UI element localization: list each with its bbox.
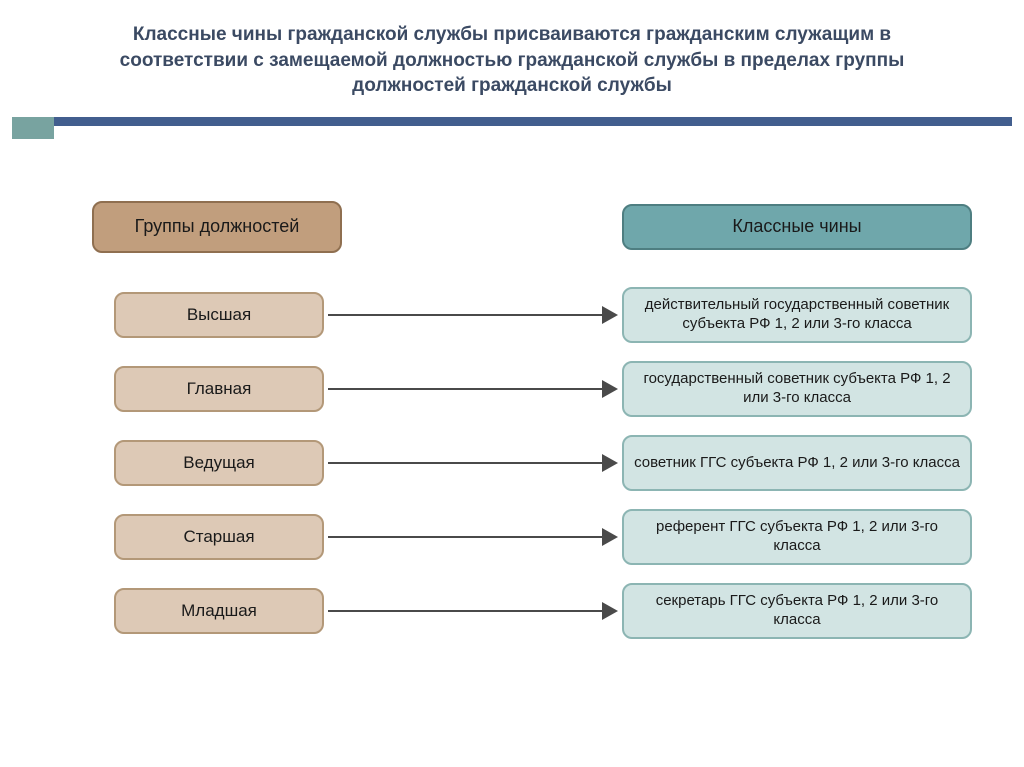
title-text: Классные чины гражданской службы присваи… [102,22,922,99]
rank-box: референт ГГС субъекта РФ 1, 2 или 3-го к… [622,509,972,565]
rank-label: секретарь ГГС субъекта РФ 1, 2 или 3-го … [632,592,962,630]
rank-box: действительный государственный советник … [622,287,972,343]
pair-row: Старшая референт ГГС субъекта РФ 1, 2 или… [92,509,972,565]
ranks-header-label: Классные чины [732,216,861,237]
divider-blue [12,117,1012,126]
rank-label: референт ГГС субъекта РФ 1, 2 или 3-го к… [632,518,962,556]
rank-box: секретарь ГГС субъекта РФ 1, 2 или 3-го … [622,583,972,639]
divider [12,117,1012,141]
pair-row: Высшая действительный государственный сов… [92,287,972,343]
groups-header-label: Группы должностей [135,216,300,237]
group-label: Ведущая [183,453,255,473]
pair-row: Младшая секретарь ГГС субъекта РФ 1, 2 ил… [92,583,972,639]
arrow [328,314,618,316]
group-box: Главная [114,366,324,412]
rank-box: советник ГГС субъекта РФ 1, 2 или 3-го к… [622,435,972,491]
groups-header: Группы должностей [92,201,342,253]
ranks-header: Классные чины [622,204,972,250]
group-label: Младшая [181,601,257,621]
pair-row: Ведущая советник ГГС субъекта РФ 1, 2 или… [92,435,972,491]
divider-teal [12,117,54,139]
diagram: Группы должностей Классные чины Высшая де… [12,201,1012,639]
rank-label: государственный советник субъекта РФ 1, … [632,370,962,408]
group-box: Старшая [114,514,324,560]
rank-label: действительный государственный советник … [632,296,962,334]
rank-box: государственный советник субъекта РФ 1, … [622,361,972,417]
group-box: Высшая [114,292,324,338]
pair-row: Главная государственный советник субъекта… [92,361,972,417]
header-row: Группы должностей Классные чины [92,201,972,253]
group-label: Старшая [183,527,254,547]
slide-title: Классные чины гражданской службы присваи… [12,12,1012,117]
rank-label: советник ГГС субъекта РФ 1, 2 или 3-го к… [634,454,960,473]
group-label: Главная [187,379,252,399]
arrow [328,610,618,612]
group-box: Ведущая [114,440,324,486]
arrow [328,462,618,464]
group-box: Младшая [114,588,324,634]
group-label: Высшая [187,305,251,325]
arrow [328,536,618,538]
arrow [328,388,618,390]
